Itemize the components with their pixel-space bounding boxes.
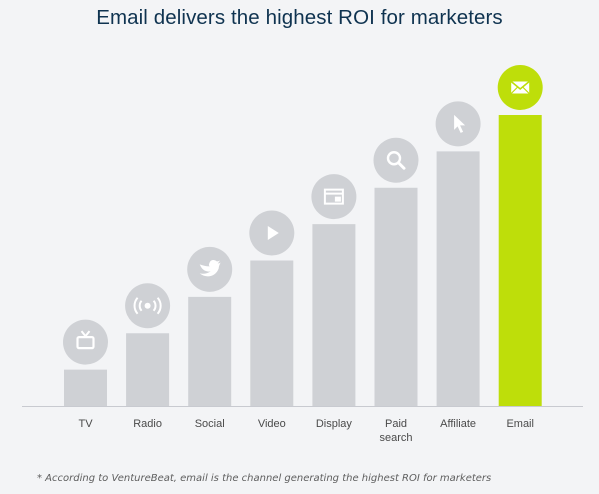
bar-paid-search <box>374 187 418 406</box>
tick-label-display: Display <box>316 418 353 430</box>
radio-broadcast-icon <box>125 283 171 329</box>
tick-label-affiliate: Affiliate <box>440 418 476 430</box>
bar-email <box>498 115 542 406</box>
tick-label-paid-search: Paid search <box>379 418 412 444</box>
display-window-icon <box>311 174 357 220</box>
chart-title: Email delivers the highest ROI for marke… <box>96 6 503 29</box>
twitter-bird-icon <box>187 246 233 292</box>
bar-display <box>312 224 356 406</box>
bar-social <box>188 296 232 406</box>
search-icon <box>373 137 419 183</box>
tv-icon <box>63 319 108 365</box>
envelope-icon <box>497 65 543 110</box>
tick-label-tv: TV <box>78 418 93 430</box>
bar-video <box>250 260 294 406</box>
play-icon <box>249 210 295 256</box>
bar-tv <box>64 369 107 406</box>
tick-label-social: Social <box>195 418 225 430</box>
bar-affiliate <box>436 151 480 406</box>
tick-label-video: Video <box>258 418 286 430</box>
footnote: * According to VentureBeat, email is the… <box>37 473 492 484</box>
cursor-pointer-icon <box>435 101 481 147</box>
bar-radio <box>126 333 170 406</box>
tick-label-email: Email <box>506 418 534 430</box>
tick-label-radio: Radio <box>133 418 162 430</box>
